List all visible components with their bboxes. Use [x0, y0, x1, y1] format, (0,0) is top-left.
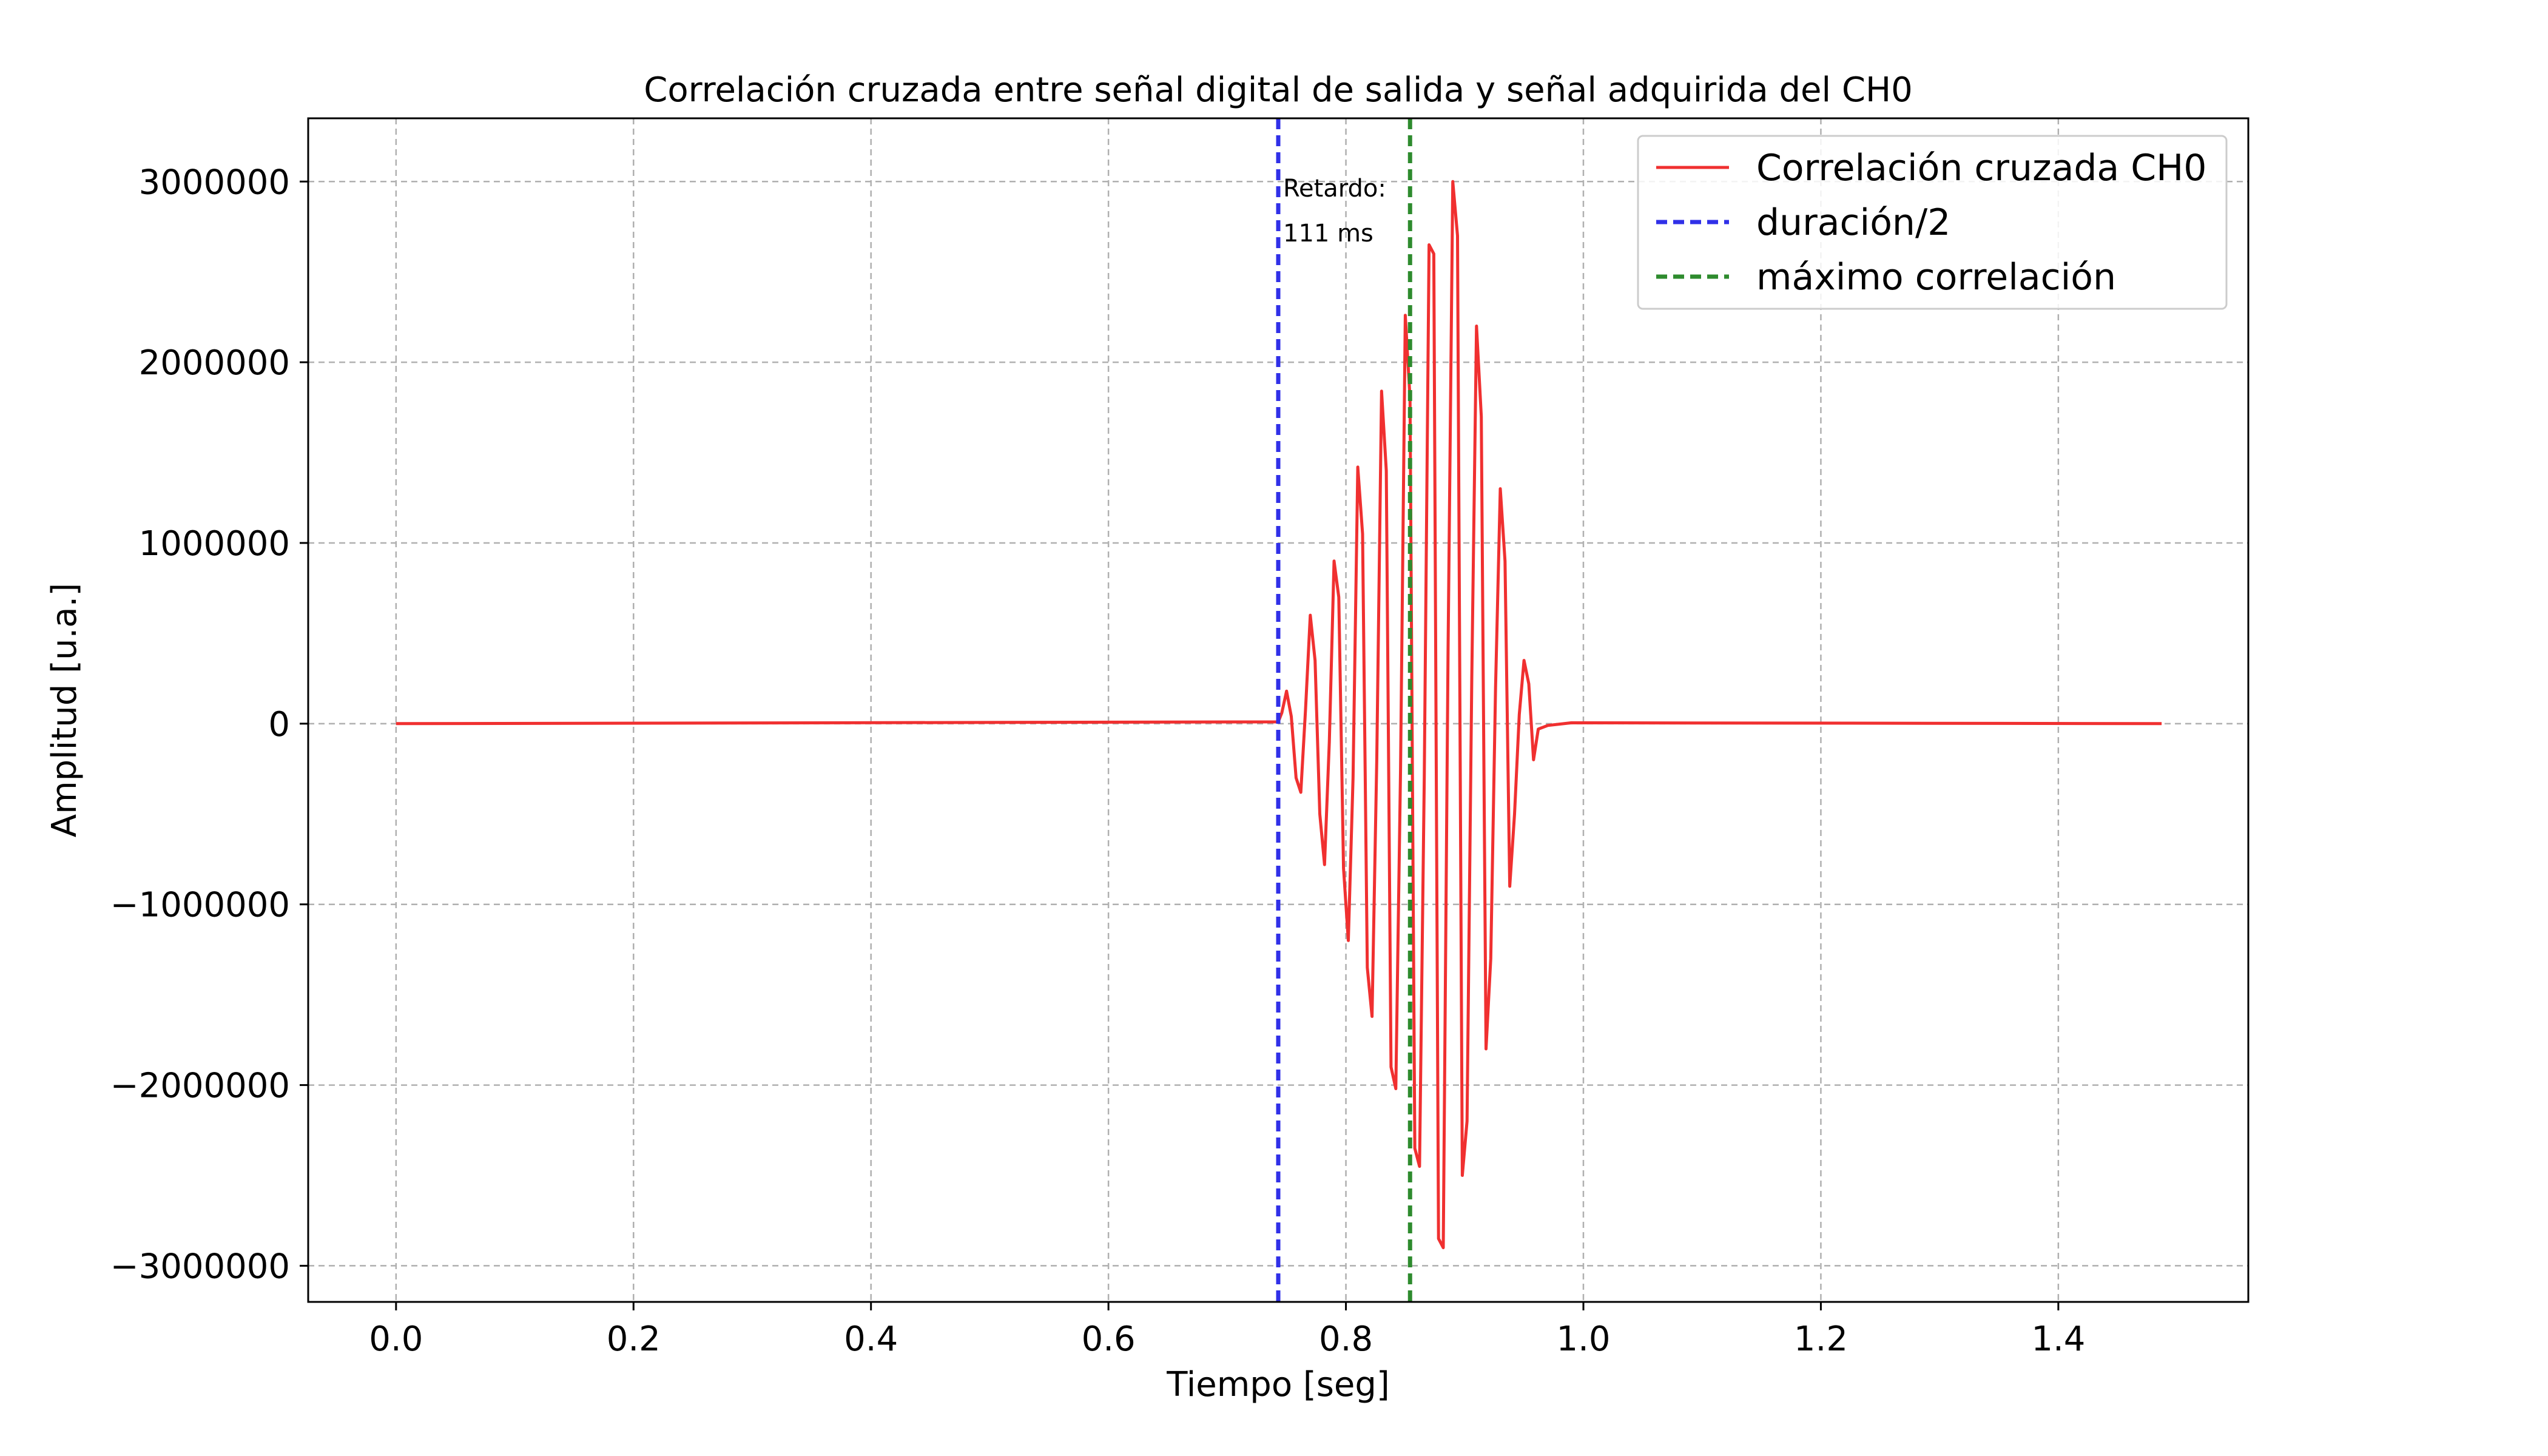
x-axis-label: Tiempo [seg] [1166, 1365, 1390, 1404]
x-tick-label: 0.4 [844, 1320, 898, 1359]
x-tick-label: 1.0 [1556, 1320, 1610, 1359]
plot-area [396, 118, 2162, 1302]
y-tick-label: 0 [268, 705, 290, 744]
x-tick-label: 0.6 [1082, 1320, 1136, 1359]
axes-frame [307, 117, 2250, 1303]
y-tick-label: −3000000 [110, 1247, 290, 1286]
legend-entry-max-correlation: máximo correlación [1756, 256, 2116, 298]
legend: Correlación cruzada CH0 duración/2 máxim… [1637, 135, 2228, 310]
y-tick-label: 1000000 [139, 524, 290, 564]
annotation-retardo-label: Retardo: [1283, 175, 1386, 203]
y-tick-label: −1000000 [110, 886, 290, 925]
grid [308, 118, 2248, 1302]
x-tick-label: 1.2 [1794, 1320, 1848, 1359]
x-tick-label: 0.8 [1319, 1320, 1373, 1359]
y-tick-label: 3000000 [139, 163, 290, 202]
annotation-retardo-value: 111 ms [1283, 220, 1373, 248]
x-tick-label: 1.4 [2031, 1320, 2085, 1359]
legend-entry-correlation: Correlación cruzada CH0 [1756, 147, 2206, 189]
y-axis-label: Amplitud [u.a.] [45, 583, 84, 837]
legend-box [1637, 135, 2228, 310]
series-line-correlation [396, 180, 2162, 1250]
axis-ticks: 0.0 0.2 0.4 0.6 0.8 1.0 1.2 1.4 −3000000 −2000000… [110, 163, 2086, 1359]
y-tick-label: −2000000 [110, 1067, 290, 1106]
y-tick-label: 2000000 [139, 343, 290, 383]
x-tick-label: 0.2 [607, 1320, 661, 1359]
chart-title: Correlación cruzada entre señal digital … [644, 70, 1912, 110]
legend-entry-half-duration: duración/2 [1756, 201, 1950, 244]
x-tick-label: 0.0 [369, 1320, 423, 1359]
